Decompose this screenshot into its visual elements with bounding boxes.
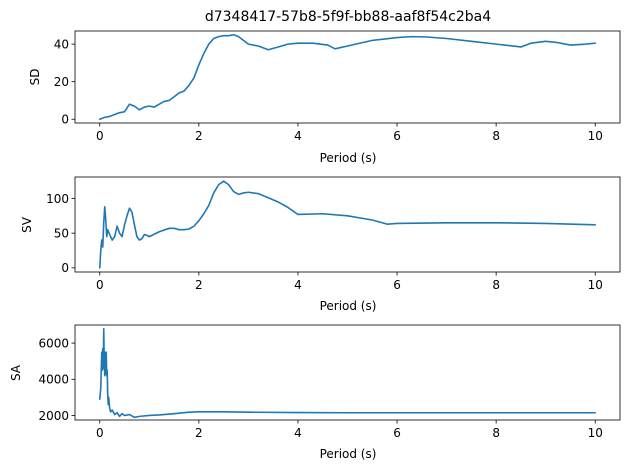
x-ticks-sv: 0 2 4 6 8 10	[96, 272, 603, 292]
y-tick-label: 2000	[38, 409, 69, 423]
y-ticks-sa: 2000 4000 6000	[38, 336, 75, 423]
series-sv-line-group	[98, 180, 597, 269]
x-axis-label-sa: Period (s)	[320, 447, 377, 461]
x-tick-label: 0	[96, 129, 104, 143]
y-ticks-sv: 0 50 100	[46, 192, 75, 275]
subplot-sa: 0 2 4 6 8 10 2000 4000 6000 Period (s) SA	[9, 324, 621, 461]
x-tick-label: 8	[492, 129, 500, 143]
x-tick-label: 2	[195, 129, 203, 143]
series-sa-line-group	[98, 327, 597, 419]
x-tick-label: 2	[195, 278, 203, 292]
x-tick-label: 4	[294, 426, 302, 440]
axes-frame-sa	[74, 324, 621, 421]
x-tick-label: 2	[195, 426, 203, 440]
x-tick-label: 10	[588, 129, 603, 143]
y-axis-label-sv: SV	[20, 216, 34, 233]
x-axis-label-sd: Period (s)	[320, 151, 377, 165]
x-tick-label: 6	[393, 426, 401, 440]
x-ticks-sd: 0 2 4 6 8 10	[96, 123, 603, 143]
series-line-sa	[98, 327, 597, 419]
x-axis-label-sv: Period (s)	[320, 299, 377, 313]
y-axis-label-sd: SD	[28, 69, 42, 86]
y-tick-label: 0	[61, 113, 69, 127]
chart-title: d7348417-57b8-5f9f-bb88-aaf8f54c2ba4	[205, 9, 491, 25]
x-tick-label: 10	[588, 426, 603, 440]
x-tick-label: 4	[294, 129, 302, 143]
x-tick-label: 4	[294, 278, 302, 292]
y-tick-label: 0	[61, 261, 69, 275]
series-line-sv	[98, 180, 597, 269]
y-axis-label-sa: SA	[9, 364, 23, 381]
x-tick-label: 0	[96, 426, 104, 440]
axes-frame-sv	[74, 176, 621, 273]
x-tick-label: 8	[492, 278, 500, 292]
x-tick-label: 8	[492, 426, 500, 440]
x-tick-label: 6	[393, 129, 401, 143]
series-line-sd	[98, 33, 597, 121]
y-tick-label: 50	[54, 226, 69, 240]
y-tick-label: 100	[46, 192, 69, 206]
y-tick-label: 40	[54, 37, 69, 51]
y-tick-label: 6000	[38, 336, 69, 350]
subplot-sv: 0 2 4 6 8 10 0 50 100 Period (s) SV	[20, 176, 621, 313]
x-tick-label: 6	[393, 278, 401, 292]
y-ticks-sd: 0 20 40	[54, 37, 75, 127]
subplot-sd: d7348417-57b8-5f9f-bb88-aaf8f54c2ba4 0 2 4…	[28, 9, 621, 165]
y-tick-label: 4000	[38, 373, 69, 387]
x-ticks-sa: 0 2 4 6 8 10	[96, 420, 603, 440]
x-tick-label: 10	[588, 278, 603, 292]
y-tick-label: 20	[54, 75, 69, 89]
axes-frame-sd	[74, 30, 621, 124]
series-sd-line-group	[98, 33, 597, 121]
x-tick-label: 0	[96, 278, 104, 292]
